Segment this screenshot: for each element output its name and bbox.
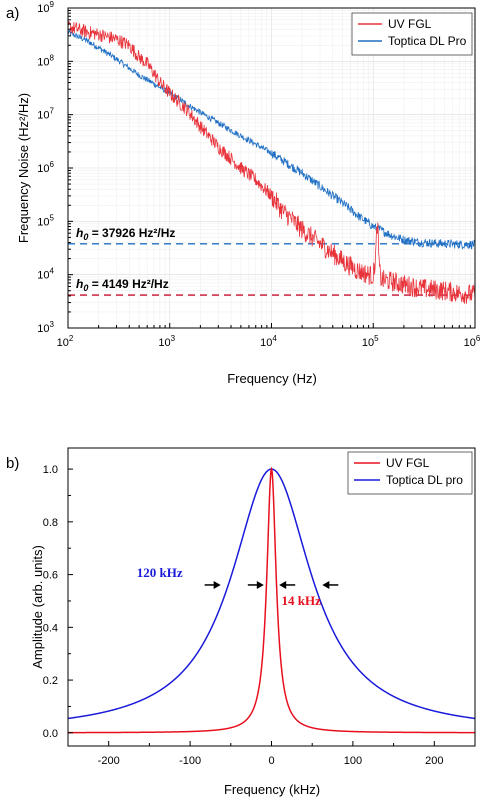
panel-a-y-tick-label: 109 [37, 0, 54, 15]
series-line-toptica-dl-pro [67, 468, 476, 720]
panel-a-label: a) [6, 5, 19, 22]
legend-entry-toptica-dl-pro: Toptica DL Pro [388, 34, 467, 48]
panel-b: b) -200 -100 0 100 200 0.0 0.2 0.4 0.6 0.8 1.0 120… [6, 447, 476, 797]
legend-entry-uv-fgl: UV FGL [386, 456, 430, 470]
panel-b-y-tick-label: 0.4 [43, 622, 58, 634]
panel-b-x-tick-label: 200 [425, 755, 443, 767]
panel-a-y-axis-label: Frequency Noise (Hz²/Hz) [16, 93, 31, 243]
arrow-blue-left-head [213, 580, 221, 589]
panel-b-legend: UV FGL Toptica DL pro [347, 451, 473, 495]
reference-line-label-0: h0 = 37926 Hz²/Hz [76, 226, 175, 242]
panel-a: a) 102 103 104 105 106103104105106107108109 … [6, 0, 481, 386]
panel-a-legend-box [351, 12, 473, 56]
legend-entry-toptica-dl-pro: Toptica DL pro [386, 473, 463, 487]
panel-b-legend-box [347, 451, 473, 495]
series-line-toptica-dl-pro [67, 29, 476, 250]
arrow-red-right-head [279, 580, 287, 589]
panel-a-y-tick-label: 105 [37, 213, 54, 228]
annotation-120-khz: 120 kHz [137, 565, 183, 580]
panel-a-x-tick-label: 104 [260, 334, 277, 349]
panel-b-y-tick-label: 0.8 [43, 517, 58, 529]
panel-a-reference-lines [68, 243, 475, 296]
panel-b-x-tick-label: 0 [268, 755, 274, 767]
panel-b-x-axis-label: Frequency (kHz) [224, 782, 320, 797]
panel-a-x-tick-label: 102 [57, 334, 74, 349]
panel-b-y-tick-label: 0.0 [43, 728, 58, 740]
panel-a-y-tick-label: 108 [37, 53, 54, 68]
panel-a-x-tick-label: 103 [158, 334, 175, 349]
panel-b-x-tick-label: -100 [179, 755, 201, 767]
panel-b-label: b) [6, 455, 19, 472]
panel-a-y-tick-label: 107 [37, 107, 54, 122]
panel-a-series [67, 20, 476, 304]
legend-entry-uv-fgl: UV FGL [388, 17, 432, 31]
panel-b-y-tick-label: 0.6 [43, 570, 58, 582]
panel-b-x-tick-label: -200 [98, 755, 120, 767]
panel-b-series [67, 466, 476, 734]
panel-a-annotations: h0 = 37926 Hz²/Hz h0 = 4149 Hz²/Hz [76, 226, 175, 293]
panel-b-y-tick-label: 1.0 [43, 464, 58, 476]
panel-b-y-tick-label: 0.2 [43, 675, 58, 687]
panel-a-x-tick-label: 106 [464, 334, 481, 349]
series-line-uv-fgl [68, 466, 475, 734]
arrow-red-left-head [256, 580, 264, 589]
panel-a-legend: UV FGL Toptica DL Pro [351, 12, 473, 56]
panel-a-y-tick-label: 103 [37, 320, 54, 335]
panel-a-y-tick-label: 104 [37, 267, 54, 282]
panel-b-y-axis-label: Amplitude (arb. units) [30, 545, 45, 669]
panel-a-y-tick-label: 106 [37, 160, 54, 175]
panel-b-annotations: 120 kHz 14 kHz [137, 565, 339, 608]
arrow-blue-right-head [322, 580, 330, 589]
annotation-14-khz: 14 kHz [282, 593, 322, 608]
panel-a-x-axis-label: Frequency (Hz) [227, 371, 317, 386]
reference-line-label-1: h0 = 4149 Hz²/Hz [76, 277, 169, 293]
panel-a-x-tick-label: 105 [362, 334, 379, 349]
series-line-uv-fgl [67, 20, 476, 304]
panel-b-ticks: -200 -100 0 100 200 0.0 0.2 0.4 0.6 0.8 1.0 [43, 464, 476, 767]
panel-b-x-tick-label: 100 [344, 755, 362, 767]
